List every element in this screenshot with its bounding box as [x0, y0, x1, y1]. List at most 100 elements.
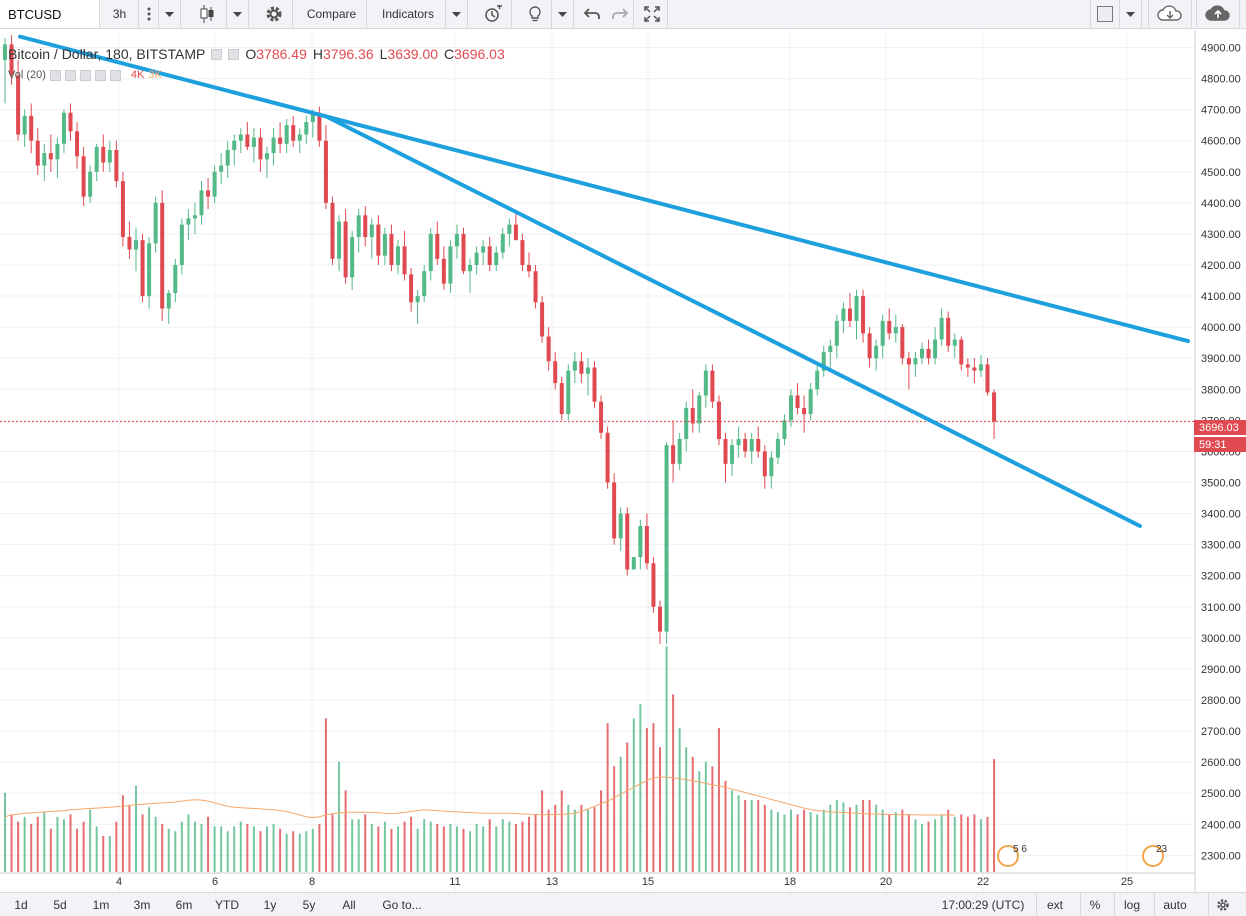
percent-toggle[interactable]: % [1080, 893, 1109, 916]
candle-body [599, 401, 604, 433]
settings-small-icon[interactable] [64, 69, 76, 81]
price-tick-label: 4200.00 [1201, 260, 1241, 272]
volume-bar [979, 819, 982, 872]
eye-icon[interactable] [49, 69, 61, 81]
chart-area[interactable]: 4900.00 4800.00 4700.00 4600.00 4500.00 4400.… [0, 30, 1246, 892]
range-button[interactable]: 3m [133, 897, 151, 912]
volume-bar [927, 821, 930, 872]
volume-bar [344, 790, 347, 872]
candle-body [939, 317, 944, 340]
candle-body [265, 153, 269, 160]
layout-dropdown-icon[interactable] [1120, 0, 1142, 28]
volume-bar [973, 814, 976, 872]
eye-icon[interactable] [211, 48, 223, 60]
more-icon[interactable] [139, 0, 159, 28]
interval-button[interactable]: 3h [101, 0, 139, 28]
compare-button[interactable]: Compare [297, 0, 367, 28]
price-tick-label: 4700.00 [1201, 105, 1241, 117]
candle-body [448, 246, 453, 284]
range-button[interactable]: 6m [175, 897, 193, 912]
volume-bar [56, 816, 59, 872]
goto-button[interactable]: Go to... [382, 897, 422, 912]
interval-dropdown-icon[interactable] [159, 0, 181, 28]
volume-bar [848, 807, 851, 872]
candle-body [972, 367, 977, 371]
candle-body [114, 150, 119, 182]
volume-bar [724, 780, 727, 872]
ideas-dropdown-icon[interactable] [552, 0, 574, 28]
candle-body [382, 233, 387, 256]
legend-high-label: H [312, 46, 323, 62]
fullscreen-icon[interactable] [636, 0, 668, 28]
plus-icon[interactable] [79, 69, 91, 81]
price-tick-label: 3900.00 [1201, 353, 1241, 365]
flag-icon[interactable] [1142, 845, 1164, 867]
indicators-button[interactable]: Indicators [371, 0, 446, 28]
range-button[interactable]: 1y [263, 897, 277, 912]
volume-bar [907, 814, 910, 872]
volume-bar [279, 828, 282, 872]
cloud-download-icon[interactable] [1148, 0, 1192, 28]
candle-body [173, 264, 178, 293]
undo-icon[interactable] [578, 0, 606, 28]
cloud-upload-icon[interactable] [1196, 0, 1240, 28]
volume-bar [934, 819, 937, 872]
volume-bar [95, 826, 98, 872]
volume-bar [776, 812, 779, 872]
settings-small-icon[interactable] [228, 48, 240, 60]
volume-bar [89, 809, 92, 872]
range-button[interactable]: 5d [53, 897, 67, 912]
candle-body [245, 134, 250, 147]
volume-bar [534, 814, 537, 872]
candle-body [913, 358, 918, 365]
close-icon[interactable] [109, 69, 121, 81]
volume-bar [790, 809, 792, 872]
candle-body [612, 482, 617, 539]
volume-bar [442, 826, 445, 872]
volume-bar [586, 809, 589, 872]
range-button[interactable]: All [342, 897, 356, 912]
log-toggle[interactable]: log [1114, 893, 1149, 916]
settings-icon[interactable] [255, 0, 293, 28]
gear-icon[interactable] [1208, 893, 1237, 916]
layout-icon[interactable] [1090, 0, 1120, 28]
indicators-dropdown-icon[interactable] [446, 0, 468, 28]
redo-icon[interactable] [606, 0, 634, 28]
range-button[interactable]: 1d [14, 897, 28, 912]
volume-bar [501, 819, 504, 872]
ext-toggle[interactable]: ext [1036, 893, 1073, 916]
candle-body [166, 292, 171, 309]
candle-body [703, 370, 708, 396]
price-tick-label: 3300.00 [1201, 540, 1241, 552]
range-button[interactable]: YTD [215, 897, 239, 912]
plus-icon[interactable] [94, 69, 106, 81]
candle-body [644, 525, 649, 564]
price-tick-label: 4500.00 [1201, 167, 1241, 179]
candle-body [160, 202, 165, 309]
volume-bar [593, 807, 596, 872]
lightbulb-icon[interactable] [518, 0, 552, 28]
volume-bar [495, 826, 498, 872]
volume-bar [966, 816, 969, 872]
volume-bar [233, 826, 236, 872]
volume-bar [803, 809, 806, 872]
range-button[interactable]: 5y [302, 897, 316, 912]
price-tick-label: 4900.00 [1201, 43, 1241, 55]
volume-bar [921, 824, 923, 872]
candle-body [618, 513, 623, 539]
auto-toggle[interactable]: auto [1154, 893, 1195, 916]
candle-body [101, 146, 106, 163]
chart-type-dropdown-icon[interactable] [227, 0, 249, 28]
flag-icon[interactable] [997, 845, 1019, 867]
range-button[interactable]: 1m [92, 897, 110, 912]
volume-bar [174, 831, 177, 872]
candle-body [572, 361, 577, 371]
volume-bar [685, 747, 688, 872]
candles-icon[interactable] [187, 0, 227, 28]
price-tick-label: 4400.00 [1201, 198, 1241, 210]
symbol-search-input[interactable]: BTCUSD [0, 0, 100, 28]
volume-bar [875, 804, 878, 872]
price-tick-label: 2800.00 [1201, 695, 1241, 707]
price-chart[interactable]: 4900.00 4800.00 4700.00 4600.00 4500.00 4400.… [0, 30, 1246, 892]
alert-icon[interactable] [474, 0, 512, 28]
